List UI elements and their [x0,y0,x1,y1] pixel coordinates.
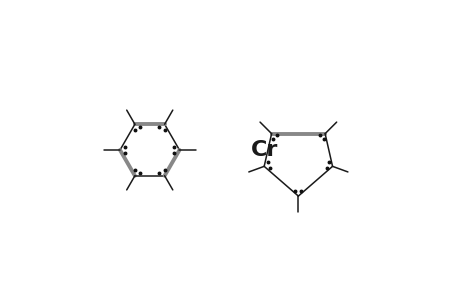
Text: Cr: Cr [250,140,277,160]
